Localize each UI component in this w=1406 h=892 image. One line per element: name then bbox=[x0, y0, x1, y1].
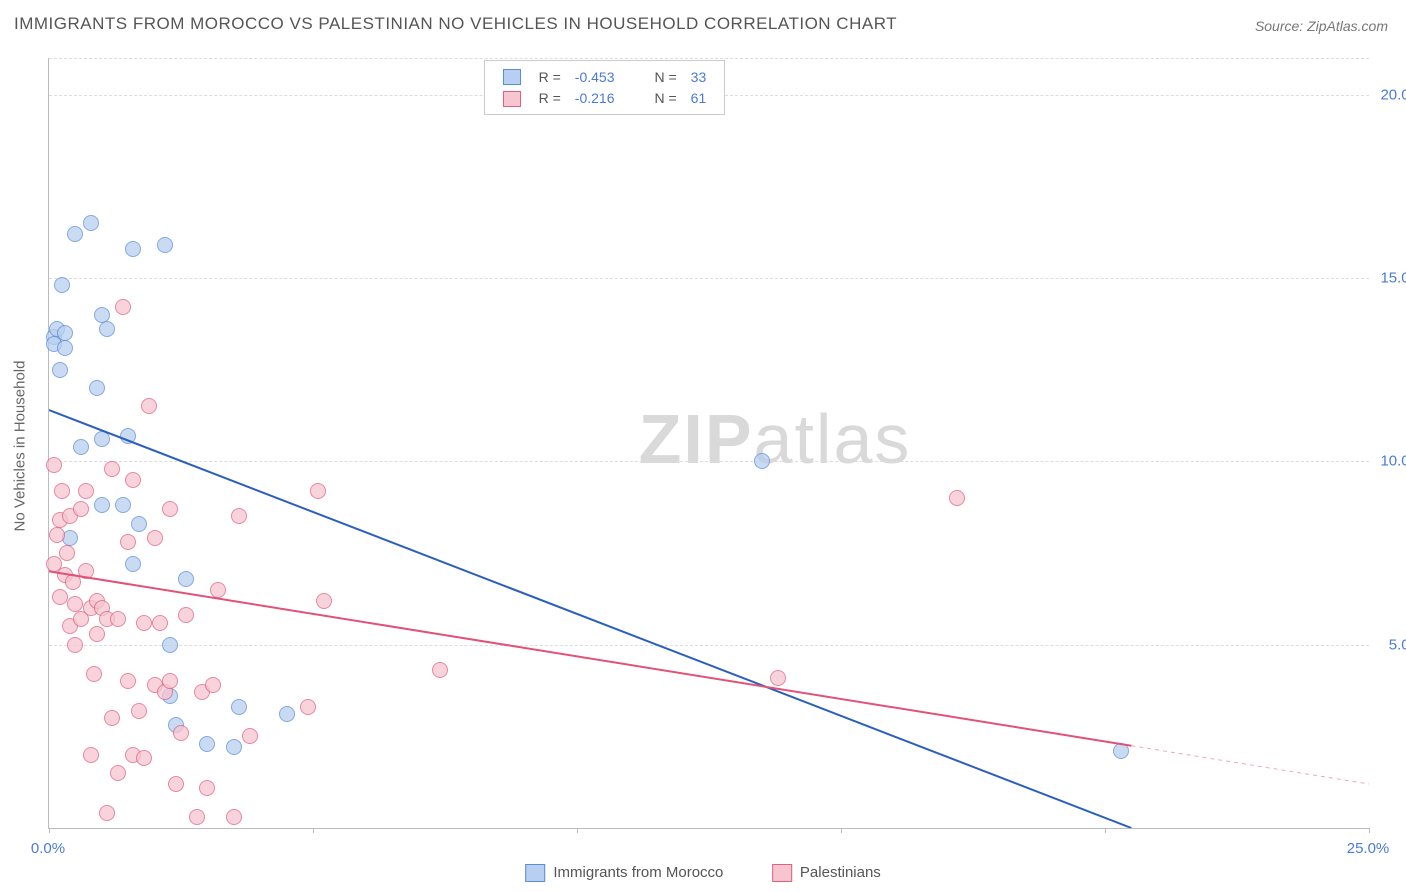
x-tick-label: 25.0% bbox=[1347, 840, 1390, 857]
y-axis-label: No Vehicles in Household bbox=[12, 361, 29, 532]
legend-label-morocco: Immigrants from Morocco bbox=[553, 864, 723, 881]
correlation-legend: R =-0.453N =33R =-0.216N =61 bbox=[484, 60, 726, 115]
legend-swatch-morocco bbox=[525, 864, 545, 882]
x-tick bbox=[49, 828, 50, 833]
legend-swatch-palestinians bbox=[772, 864, 792, 882]
x-tick bbox=[313, 828, 314, 833]
x-tick bbox=[577, 828, 578, 833]
legend-label-palestinians: Palestinians bbox=[800, 864, 881, 881]
source-label: Source: ZipAtlas.com bbox=[1255, 18, 1388, 34]
bottom-legend: Immigrants from Morocco Palestinians bbox=[525, 864, 881, 882]
y-tick-label: 10.0% bbox=[1380, 453, 1406, 470]
x-tick bbox=[1105, 828, 1106, 833]
y-tick-label: 20.0% bbox=[1380, 86, 1406, 103]
trend-lines bbox=[49, 58, 1369, 828]
plot-area: ZIPatlas 5.0%10.0%15.0%20.0% bbox=[48, 58, 1369, 829]
x-tick bbox=[1369, 828, 1370, 833]
x-tick-label: 0.0% bbox=[31, 840, 65, 857]
y-tick-label: 15.0% bbox=[1380, 270, 1406, 287]
x-tick bbox=[841, 828, 842, 833]
y-tick-label: 5.0% bbox=[1389, 636, 1406, 653]
chart-title: IMMIGRANTS FROM MOROCCO VS PALESTINIAN N… bbox=[14, 14, 897, 34]
